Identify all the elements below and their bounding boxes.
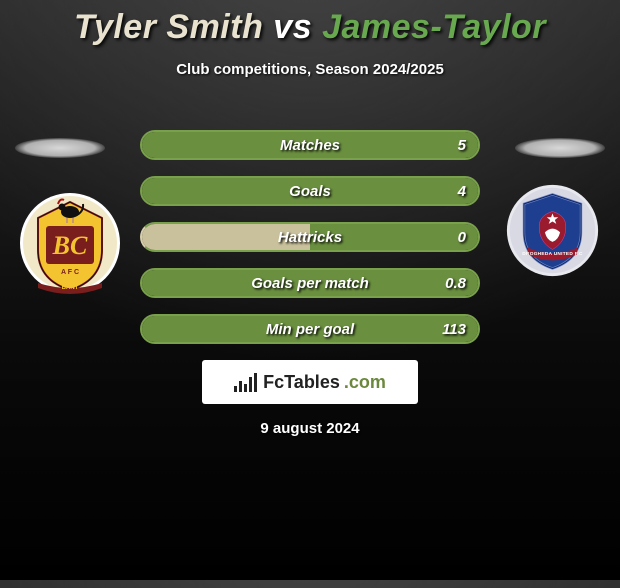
player2-club-crest: DROGHEDA UNITED F.C [505, 183, 600, 278]
watermark-suffix: .com [344, 372, 386, 393]
svg-text:BC: BC [52, 231, 88, 260]
svg-text:DROGHEDA UNITED F.C: DROGHEDA UNITED F.C [522, 251, 583, 257]
player2-name: James-Taylor [322, 8, 546, 46]
stat-value-player2: 0.8 [445, 270, 466, 298]
player1-silhouette-shadow [15, 138, 105, 158]
stat-value-player2: 113 [442, 316, 466, 344]
stat-row: Min per goal113 [140, 314, 480, 344]
player1-club-crest: BC A F C BANT [20, 188, 120, 298]
stat-label: Hattricks [142, 224, 478, 252]
svg-text:A F C: A F C [61, 269, 79, 276]
stat-label: Goals [142, 178, 478, 206]
player1-name: Tyler Smith [74, 8, 263, 46]
stat-row: Goals per match0.8 [140, 268, 480, 298]
stat-label: Min per goal [142, 316, 478, 344]
stat-value-player2: 0 [458, 224, 466, 252]
stat-value-player2: 5 [458, 132, 466, 160]
player2-silhouette-shadow [515, 138, 605, 158]
chart-icon [234, 372, 257, 392]
stat-label: Matches [142, 132, 478, 160]
stat-value-player2: 4 [458, 178, 466, 206]
stat-label: Goals per match [142, 270, 478, 298]
watermark-brand: FcTables [263, 372, 340, 393]
stats-panel: Matches5Goals4Hattricks0Goals per match0… [140, 130, 480, 360]
stat-row: Matches5 [140, 130, 480, 160]
subtitle: Club competitions, Season 2024/2025 [0, 61, 620, 78]
stat-row: Hattricks0 [140, 222, 480, 252]
snapshot-date: 9 august 2024 [0, 420, 620, 437]
svg-text:BANT: BANT [62, 285, 79, 291]
stat-row: Goals4 [140, 176, 480, 206]
vs-word: vs [273, 8, 312, 46]
fctables-watermark: FcTables.com [202, 360, 418, 404]
comparison-title: Tyler Smith vs James-Taylor [0, 8, 620, 47]
